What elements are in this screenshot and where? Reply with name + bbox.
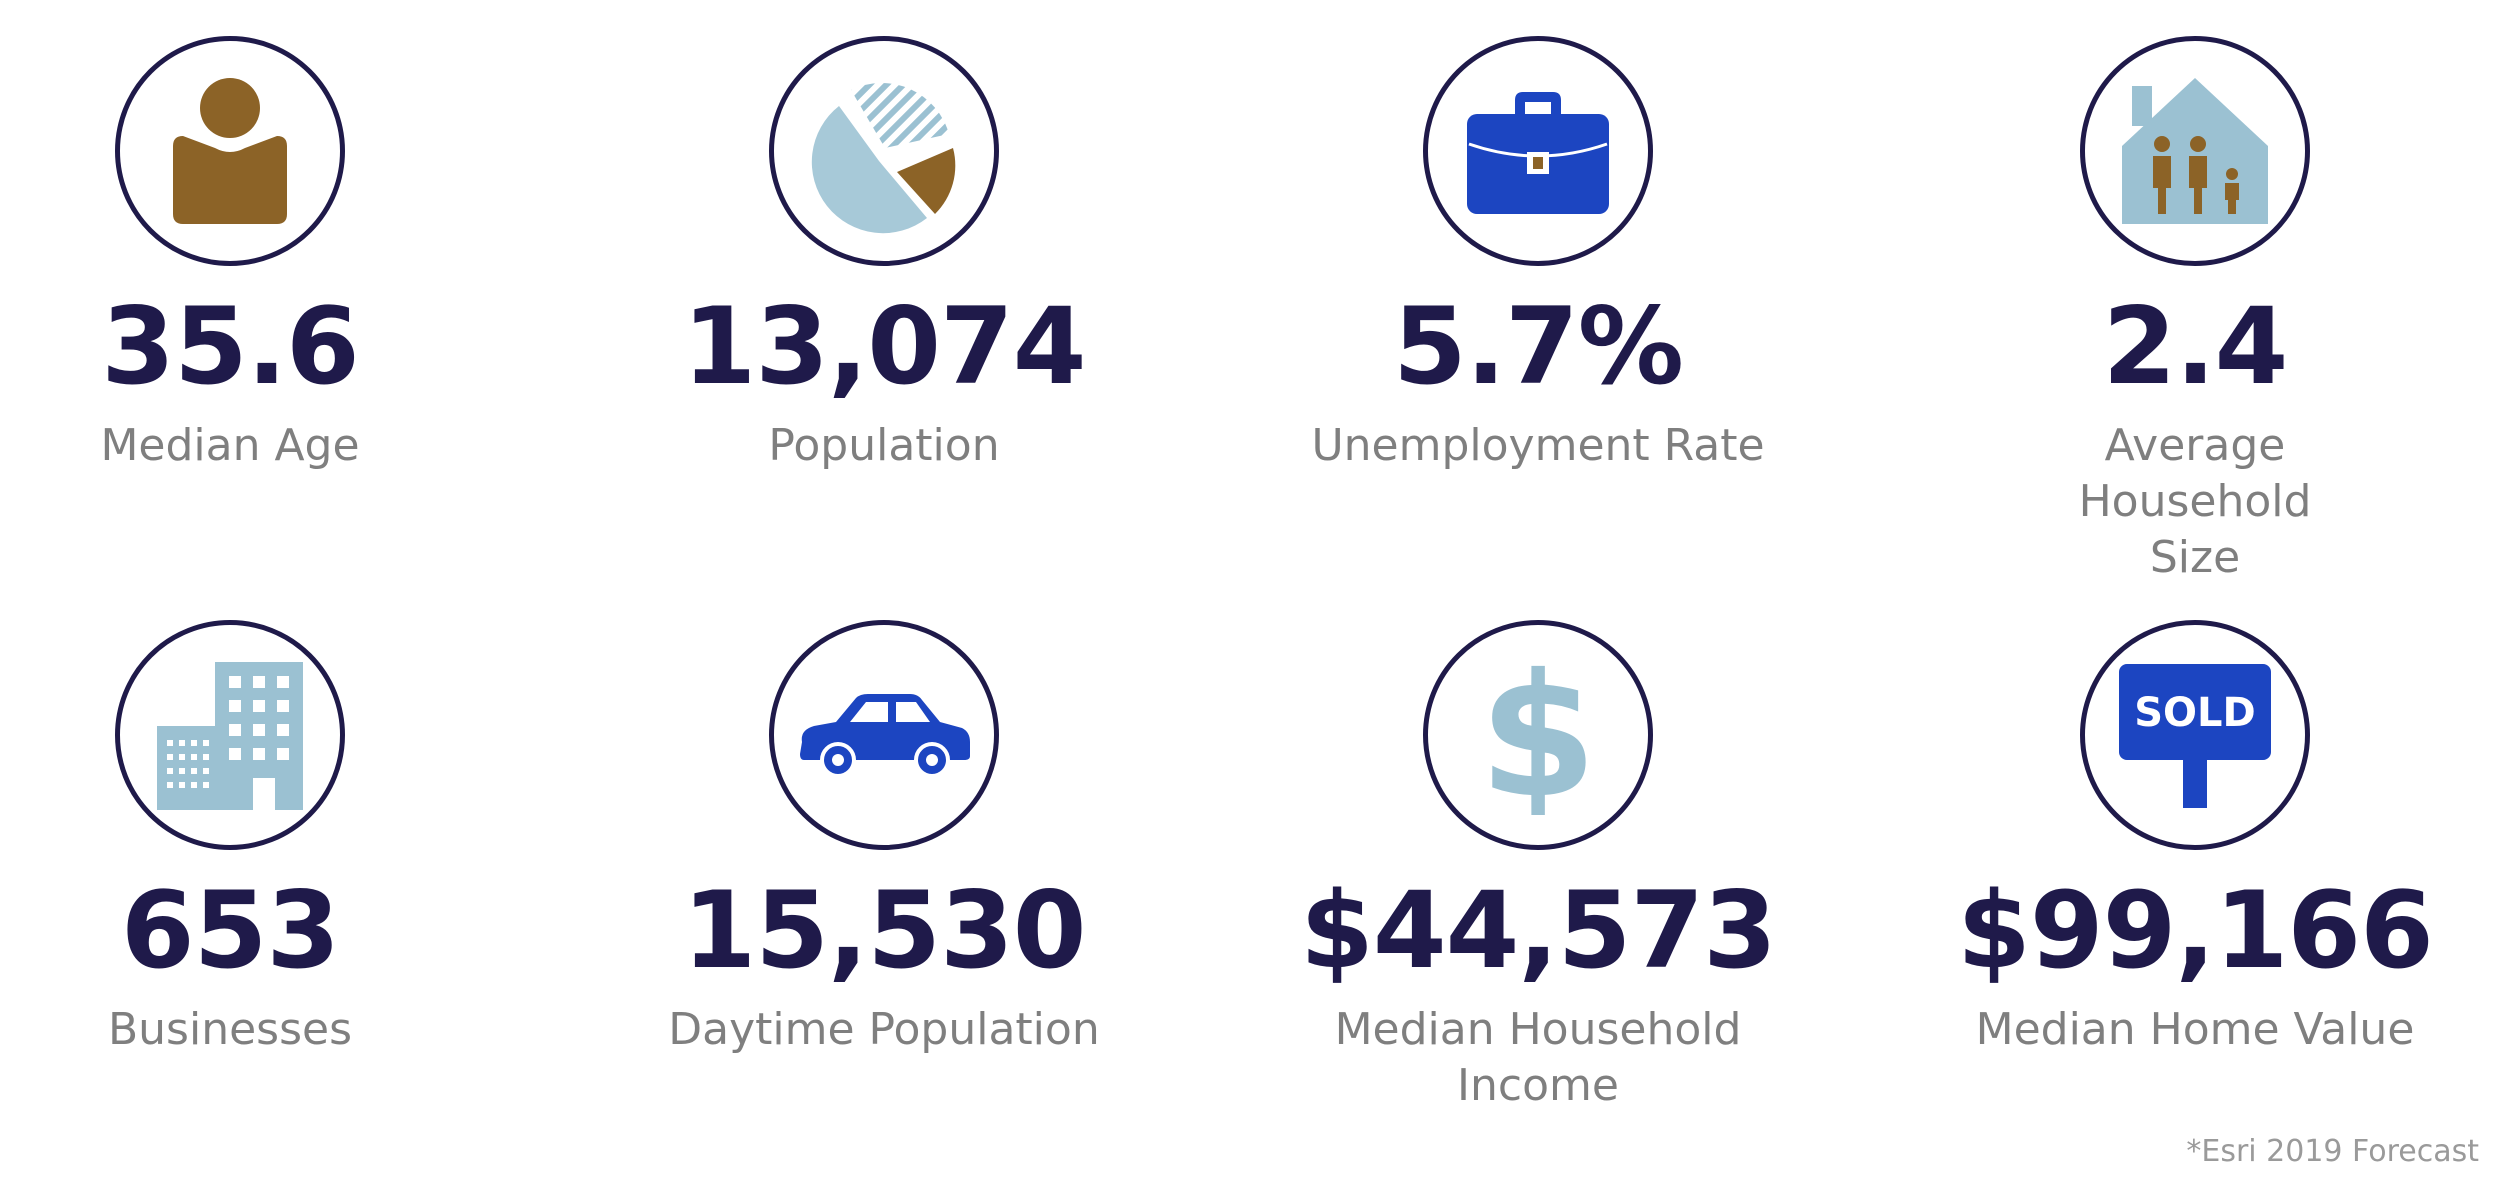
stat-median-age: 35.6 Median Age [0,36,540,474]
stat-businesses: 653 Businesses [0,620,540,1058]
home-value-value: $99,166 [1957,869,2434,992]
briefcase-icon [1467,92,1609,214]
household-income-icon-circle: $ [1423,620,1653,850]
home-value-icon-circle: SOLD [2080,620,2310,850]
unemployment-icon-circle [1423,36,1653,266]
businesses-label: Businesses [107,1004,353,1055]
businesses-value: 653 [120,869,340,992]
stat-home-value: SOLD $99,166 Median Home Value [1885,620,2499,1058]
household-size-icon-circle [2080,36,2310,266]
businesses-icon-circle [115,620,345,850]
person-icon [173,78,287,224]
median-age-icon-circle [115,36,345,266]
pie-chart-icon [811,82,956,234]
daytime-population-value: 15,530 [682,869,1086,992]
building-icon [157,662,303,810]
footnote: *Esri 2019 Forecast [2186,1134,2479,1169]
stat-daytime-population: 15,530 Daytime Population [574,620,1194,1058]
dollar-icon: $ [1488,655,1588,815]
daytime-population-label: Daytime Population [668,1004,1100,1055]
car-icon [800,694,970,778]
household-income-label: Median Household Income [1334,1004,1742,1111]
daytime-population-icon-circle [769,620,999,850]
population-icon-circle [769,36,999,266]
house-family-icon [2122,78,2268,224]
population-value: 13,074 [682,285,1086,408]
unemployment-value: 5.7% [1393,285,1684,408]
stat-household-income: $ $44,573 Median Household Income [1228,620,1848,1114]
home-value-label: Median Home Value [1975,1004,2415,1055]
stat-unemployment: 5.7% Unemployment Rate [1228,36,1848,474]
median-age-value: 35.6 [101,285,360,408]
household-size-label: Average Household Size [2078,420,2312,583]
unemployment-label: Unemployment Rate [1311,420,1765,471]
household-income-value: $44,573 [1300,869,1777,992]
svg-text:$: $ [1488,655,1588,815]
stat-population: 13,074 Population [574,36,1194,474]
median-age-label: Median Age [100,420,360,471]
sold-sign-text: SOLD [2134,690,2256,736]
stat-household-size: 2.4 Average Household Size [1885,36,2499,586]
population-label: Population [768,420,1000,471]
household-size-value: 2.4 [2102,285,2289,408]
sold-sign-icon: SOLD [2119,664,2271,808]
